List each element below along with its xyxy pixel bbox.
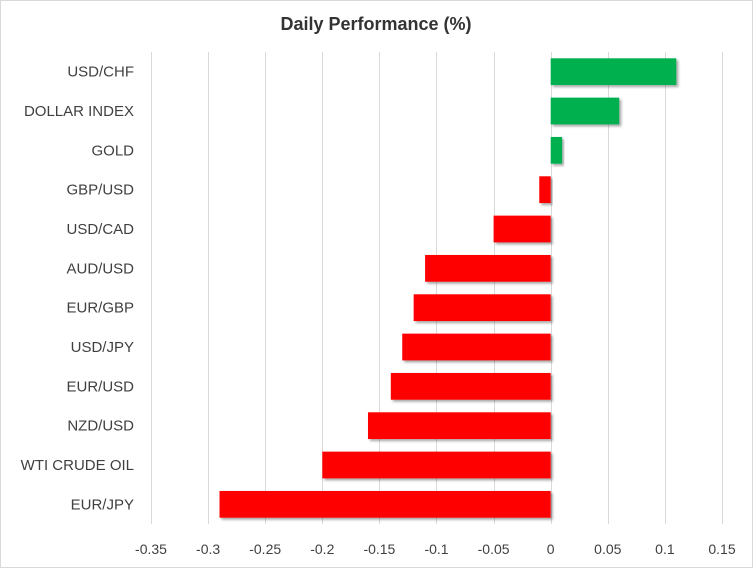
bar-eur-jpy (219, 490, 551, 518)
bar-gbp-usd (539, 176, 551, 204)
x-tick-labels: -0.35 -0.3 -0.25 -0.2 -0.15 -0.1 -0.05 0 0.05 0.1… (135, 541, 736, 557)
category-label: USD/CAD (66, 221, 134, 238)
category-label: EUR/JPY (71, 496, 134, 513)
bar-eur-usd (390, 372, 551, 400)
x-tick-label: 0.15 (708, 541, 735, 557)
bar-gold (550, 136, 563, 164)
category-label: EUR/USD (66, 378, 134, 395)
category-label: GBP/USD (66, 182, 134, 199)
bar-usd-cad (493, 215, 551, 243)
category-label: WTI CRUDE OIL (21, 457, 134, 474)
x-tick-label: 0.1 (655, 541, 675, 557)
bar-usd-chf (550, 58, 677, 86)
bar-dollar-index (550, 97, 620, 125)
chart-title: Daily Performance (%) (280, 14, 471, 34)
bar-nzd-usd (367, 412, 551, 440)
x-tick-label: -0.35 (135, 541, 167, 557)
x-tick-label: 0.05 (594, 541, 621, 557)
category-label: USD/JPY (71, 339, 134, 356)
category-label: GOLD (91, 142, 134, 159)
x-tick-label: -0.1 (424, 541, 448, 557)
x-tick-label: -0.3 (196, 541, 220, 557)
x-tick-label: 0 (547, 541, 555, 557)
x-tick-label: -0.2 (310, 541, 334, 557)
category-label: DOLLAR INDEX (24, 103, 134, 120)
x-tick-label: -0.25 (249, 541, 281, 557)
category-label: EUR/GBP (66, 300, 134, 317)
category-label: USD/CHF (67, 64, 134, 81)
category-labels: USD/CHF DOLLAR INDEX GOLD GBP/USD USD/CAD AUD… (21, 64, 135, 514)
bar-usd-jpy (402, 333, 551, 361)
x-tick-label: -0.05 (478, 541, 510, 557)
category-label: NZD/USD (67, 418, 134, 435)
category-label: AUD/USD (66, 260, 134, 277)
bar-wti-crude-oil (322, 451, 551, 479)
bars (219, 58, 677, 518)
bar-aud-usd (425, 254, 551, 282)
bar-eur-gbp (413, 294, 551, 322)
gridlines (151, 52, 723, 524)
x-tick-label: -0.15 (363, 541, 395, 557)
